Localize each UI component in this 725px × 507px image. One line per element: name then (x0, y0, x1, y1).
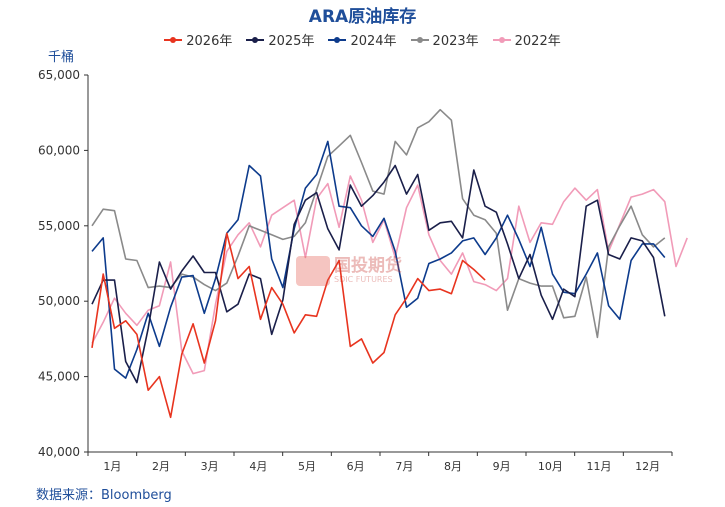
x-tick-label: 12月 (635, 460, 660, 473)
x-tick-label: 1月 (103, 460, 121, 473)
legend-item: 2025年 (246, 30, 314, 49)
legend: 2026年 2025年 2024年 2023年 2022年 (0, 30, 725, 49)
data-source: 数据来源：Bloomberg (36, 488, 172, 503)
x-tick-label: 8月 (444, 460, 462, 473)
watermark-logo: 国投期货 SDIC FUTURES (296, 256, 402, 286)
y-tick-label: 50,000 (38, 294, 80, 308)
y-axis-unit: 千桶 (48, 50, 75, 65)
x-tick-label: 6月 (347, 460, 365, 473)
y-tick-label: 55,000 (38, 219, 80, 233)
series-line-2026年 (91, 232, 486, 419)
series-line-2023年 (91, 108, 666, 339)
legend-swatch (492, 35, 511, 45)
watermark-icon (296, 256, 330, 286)
legend-label: 2022年 (514, 34, 561, 49)
x-tick-label: 4月 (249, 460, 267, 473)
y-tick-label: 45,000 (38, 370, 80, 384)
legend-label: 2023年 (432, 34, 479, 49)
chart-title: ARA原油库存 (308, 7, 417, 27)
series-line-2022年 (91, 175, 688, 375)
legend-item: 2023年 (410, 30, 479, 49)
x-tick-label: 3月 (201, 460, 219, 473)
series-layer (91, 108, 688, 419)
legend-label: 2026年 (186, 34, 233, 49)
y-tick-label: 60,000 (38, 143, 80, 157)
watermark-en: SDIC FUTURES (334, 275, 393, 284)
legend-label: 2024年 (350, 34, 397, 49)
y-tick-label: 65,000 (38, 68, 80, 82)
legend-label: 2025年 (268, 34, 315, 49)
x-tick-label: 9月 (493, 460, 511, 473)
legend-swatch (246, 35, 265, 45)
axes: 40,000 45,000 50,000 55,000 60,000 65,000 1月 2月… (38, 68, 673, 473)
legend-item: 2024年 (328, 30, 397, 49)
legend-swatch (410, 35, 429, 45)
watermark-cn: 国投期货 (334, 256, 402, 276)
x-tick-label: 5月 (298, 460, 316, 473)
legend-swatch (328, 35, 347, 45)
legend-item: 2026年 (164, 30, 232, 49)
y-tick-label: 40,000 (38, 445, 80, 459)
legend-swatch (164, 35, 183, 45)
legend-item: 2022年 (492, 30, 561, 49)
x-tick-label: 10月 (538, 460, 563, 473)
x-tick-label: 7月 (395, 460, 413, 473)
x-tick-label: 11月 (587, 460, 612, 473)
x-tick-label: 2月 (152, 460, 170, 473)
series-line-2025年 (91, 164, 666, 384)
